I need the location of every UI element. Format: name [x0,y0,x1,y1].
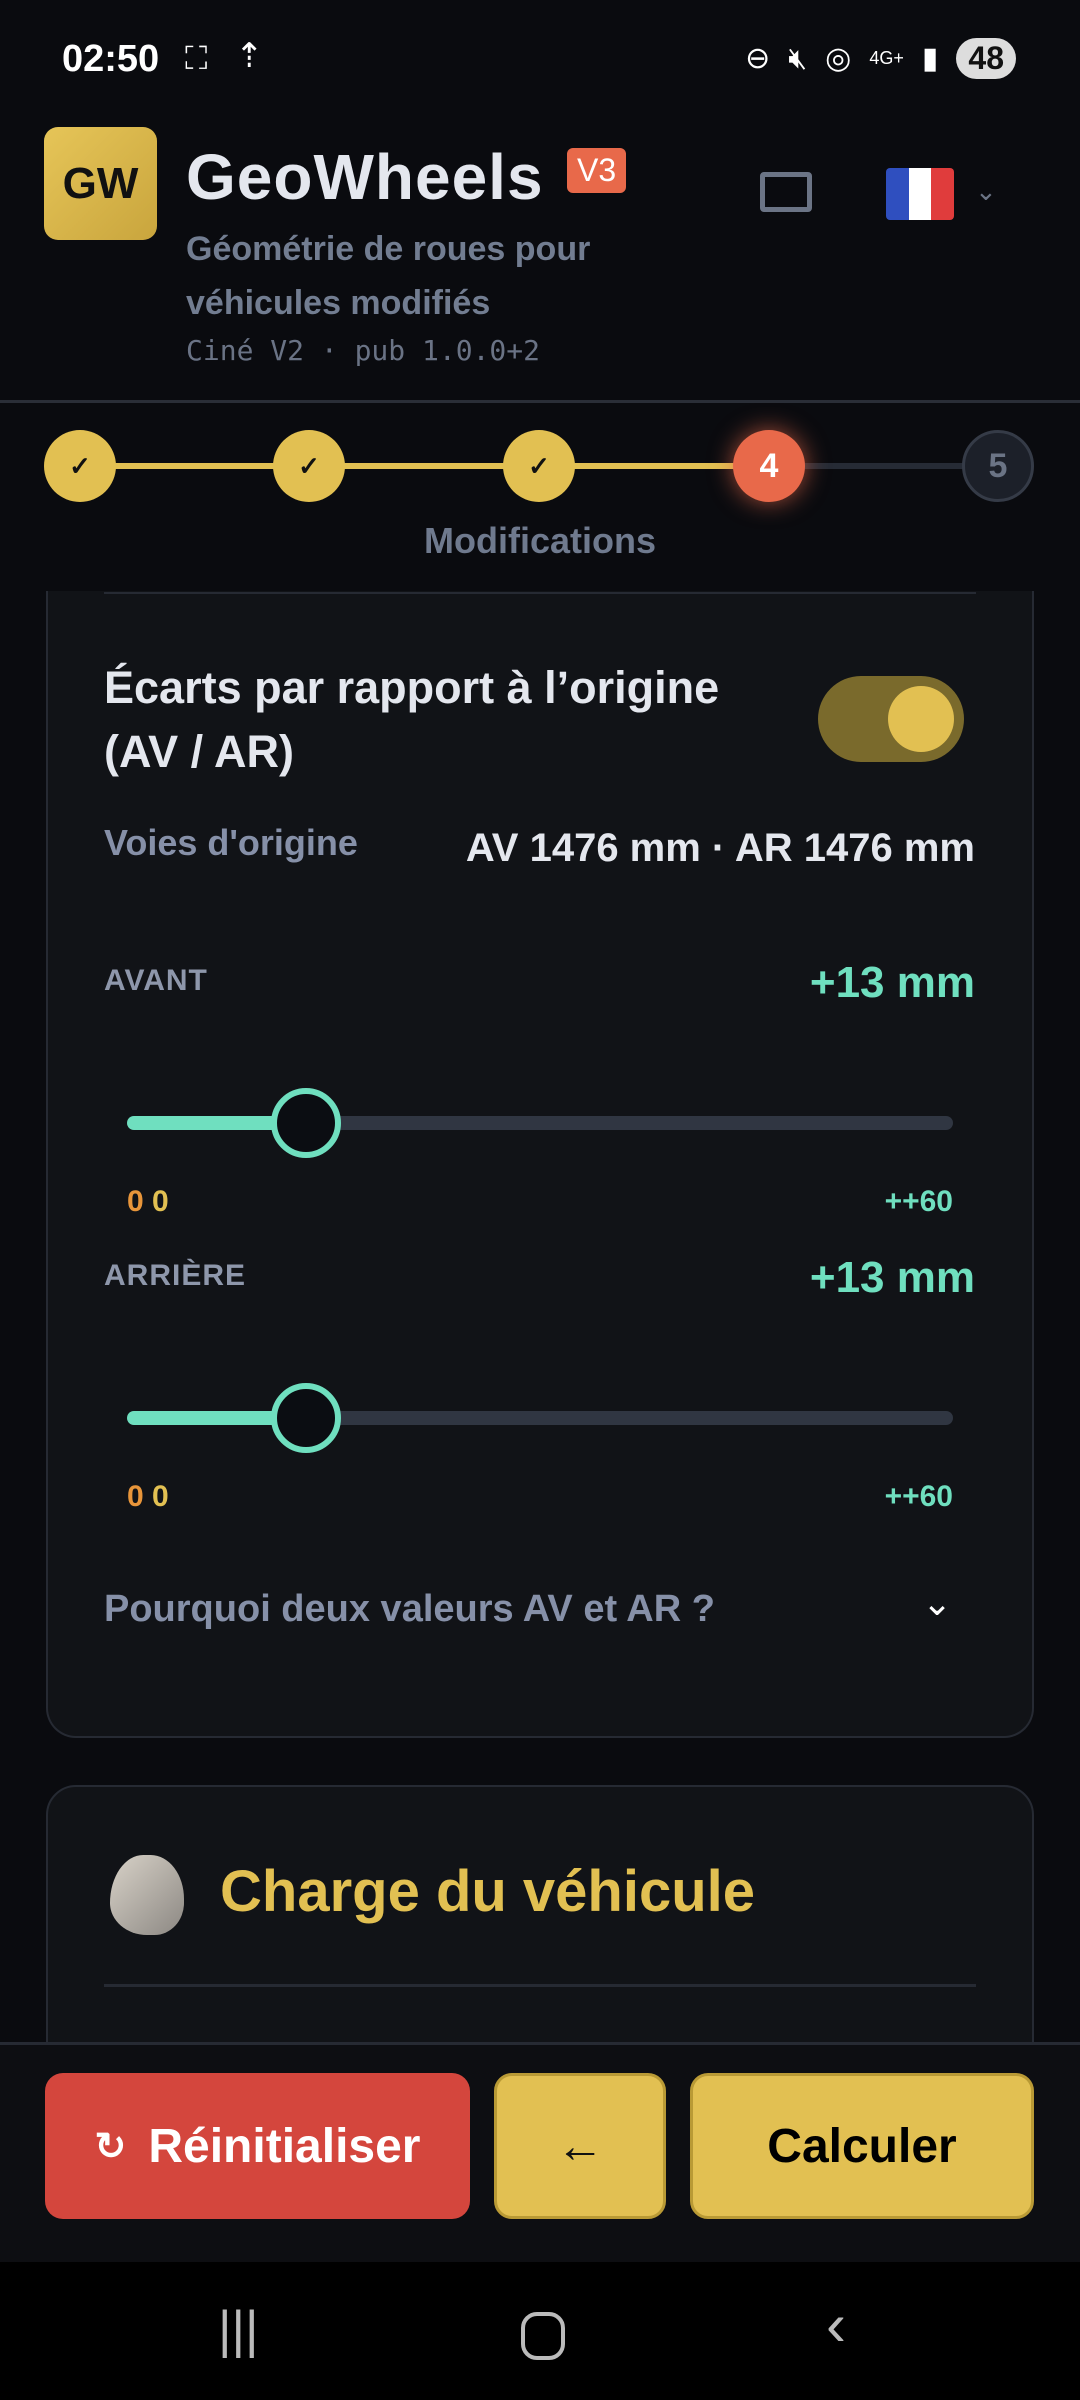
build-info: Ciné V2 · pub 1.0.0+2 [186,334,541,367]
rock-icon [110,1855,184,1935]
french-flag-icon[interactable] [886,168,954,220]
min-label: 0 [152,1185,169,1218]
toggle-knob [888,686,954,752]
hotspot-icon: ◎ [825,42,852,75]
status-icons: ⊖ 🔇︎ ◎ 4G+ ▮ 48 [745,38,1016,79]
rear-slider[interactable] [127,1383,953,1453]
faq-toggle[interactable]: Pourquoi deux valeurs AV et AR ? [104,1588,715,1630]
app-subtitle: Géométrie de roues pour véhicules modifié… [186,222,590,330]
progress-line [80,463,769,469]
signal-icon: ▮ [921,42,939,75]
rear-max: ++60 [884,1480,953,1513]
reset-button[interactable]: ↻ Réinitialiser [45,2073,470,2219]
arrow-left-icon: ← [556,2119,604,2173]
reset-label: Réinitialiser [148,2119,421,2173]
slider-thumb[interactable] [270,1383,341,1453]
recents-icon[interactable]: ||| [218,2301,259,2359]
ecarts-toggle[interactable] [818,676,964,762]
version-badge: V3 [567,148,627,193]
card-divider [104,592,976,594]
step-5[interactable]: 5 [962,430,1034,502]
ecarts-title: Écarts par rapport à l’origine (AV / AR) [104,662,720,777]
system-nav-bar [0,2262,1080,2400]
rear-label: ARRIÈRE [104,1259,247,1292]
slider-thumb[interactable] [270,1088,341,1158]
step-1[interactable]: ✓ [44,430,116,502]
battery-level: 48 [956,38,1016,79]
mute-icon: 🔇︎ [788,41,808,75]
status-bar: 02:50 ⛶ ⇡ ⊖ 🔇︎ ◎ 4G+ ▮ 48 [0,0,1080,120]
home-icon[interactable] [521,2312,565,2360]
front-max: ++60 [884,1185,953,1218]
rear-min: 0 0 [127,1480,169,1514]
language-chevron-icon[interactable]: ⌄ [975,176,997,206]
front-label: AVANT [104,964,208,997]
origin-label: Voies d'origine [104,822,358,863]
app-logo: GW [44,127,157,240]
card-divider [104,1984,976,1987]
subtitle-line: véhicules modifiés [186,284,491,322]
app-title: GeoWheels [186,141,544,213]
slider-fill [127,1411,306,1425]
charge-title: Charge du véhicule [220,1859,756,1924]
rear-value: +13 mm [809,1253,975,1302]
upload-icon: ⇡ [235,37,264,75]
remaining-line [769,463,998,469]
min-label: 0 [152,1480,169,1513]
calculate-button[interactable]: Calculer [690,2073,1034,2219]
min-label: 0 [127,1185,144,1218]
dnd-icon: ⊖ [745,42,771,75]
origin-value: AV 1476 mm · AR 1476 mm [465,826,975,870]
step-3[interactable]: ✓ [503,430,575,502]
min-label: 0 [127,1480,144,1513]
step-2[interactable]: ✓ [273,430,345,502]
back-nav-icon[interactable]: ‹ [826,2291,846,2358]
front-value: +13 mm [809,958,975,1007]
status-time: 02:50 [62,38,160,80]
front-min: 0 0 [127,1185,169,1219]
slider-fill [127,1116,306,1130]
front-slider[interactable] [127,1088,953,1158]
step-4[interactable]: 4 [733,430,805,502]
network-type: 4G+ [869,48,904,68]
back-button[interactable]: ← [494,2073,666,2219]
screenshot-icon: ⛶ [185,40,208,76]
folder-icon[interactable] [760,172,812,212]
refresh-icon: ↻ [94,2125,127,2168]
current-step-label: Modifications [424,520,656,561]
chevron-down-icon[interactable]: ⌄ [922,1582,953,1623]
header-divider [0,400,1080,403]
subtitle-line: Géométrie de roues pour [186,230,591,268]
